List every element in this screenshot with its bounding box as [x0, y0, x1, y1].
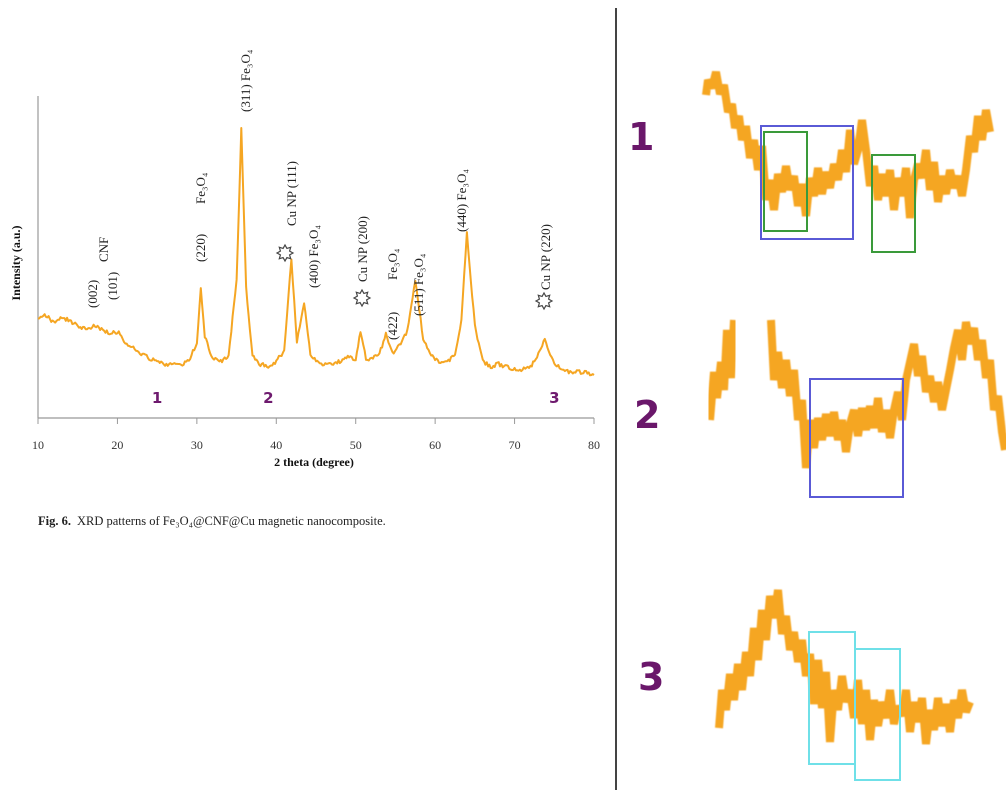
- peak-label-3: (220): [193, 234, 208, 262]
- zoom-1-box-green-a: [763, 131, 808, 232]
- region-marker-2: 2: [263, 389, 273, 407]
- peak-label-12: (440) Fe₃O₄: [454, 169, 469, 232]
- y-axis-title: Intensity (a.u.): [9, 225, 23, 300]
- peak-label-0: (002): [85, 280, 100, 308]
- xrd-chart: 10 20 30 40 50 60 70 80 Intensity (a.u.) 2 thet…: [9, 49, 600, 528]
- peak-label-6: Cu NP (111): [284, 161, 299, 226]
- zoom-trace-1: [702, 71, 994, 219]
- zoom-trace-2a: [706, 319, 738, 421]
- peak-label-2: CNF: [96, 237, 111, 262]
- peak-label-11: (511) Fe₃O₄: [411, 253, 426, 316]
- cu-star-marker-1: [352, 288, 372, 308]
- peak-label-5: (311) Fe₃O₄: [238, 49, 253, 112]
- peak-label-9: (422): [385, 312, 400, 340]
- x-tick-label-6: 70: [509, 438, 521, 452]
- zoom-trace-2b: [767, 319, 1006, 469]
- x-tick-label-1: 20: [111, 438, 123, 452]
- x-tick-label-7: 80: [588, 438, 600, 452]
- figure-caption: Fig. 6. XRD patterns of Fe₃O₄@CNF@Cu magn…: [38, 514, 386, 528]
- peak-label-4: Fe₃O₄: [193, 172, 208, 204]
- peak-labels: (002) (101) CNF (220) Fe₃O₄ (311) Fe₃O₄ Cu NP …: [85, 49, 553, 340]
- zoom-panel-2: 2: [634, 319, 1006, 498]
- zoom-label-2: 2: [634, 393, 660, 437]
- zoom-trace-3: [715, 589, 974, 745]
- region-marker-1: 1: [152, 389, 162, 407]
- zoom-2-box-blue: [809, 378, 904, 498]
- zoom-3-box-cyan-b: [854, 648, 901, 781]
- region-marker-3: 3: [549, 389, 559, 407]
- cu-star-marker-2: [534, 291, 554, 311]
- peak-label-13: Cu NP (220): [538, 224, 553, 290]
- peak-label-10: Fe₃O₄: [385, 248, 400, 280]
- zoom-1-box-green-b: [871, 154, 916, 253]
- xrd-series-line: [37, 127, 595, 377]
- peak-label-8: Cu NP (200): [355, 216, 370, 282]
- peak-label-7: (400) Fe₃O₄: [306, 225, 321, 288]
- cu-markers: [275, 243, 554, 311]
- x-tick-label-0: 10: [32, 438, 44, 452]
- x-tick-label-5: 60: [429, 438, 441, 452]
- zoom-1-box-blue: [760, 125, 854, 240]
- x-tick-label-3: 40: [270, 438, 282, 452]
- zoom-panel-1: 1: [628, 71, 994, 253]
- x-tick-label-2: 30: [191, 438, 203, 452]
- x-tick-labels: 10 20 30 40 50 60 70 80: [32, 438, 600, 452]
- peak-label-1: (101): [105, 272, 120, 300]
- x-tick-label-4: 50: [350, 438, 362, 452]
- zoom-label-1: 1: [628, 115, 654, 159]
- zoom-panel-3: 3: [638, 589, 974, 781]
- x-axis-title: 2 theta (degree): [274, 455, 354, 469]
- cu-star-marker-0: [275, 243, 295, 263]
- region-markers: 1 2 3: [152, 389, 560, 407]
- zoom-label-3: 3: [638, 655, 664, 699]
- x-ticks: [37, 418, 595, 424]
